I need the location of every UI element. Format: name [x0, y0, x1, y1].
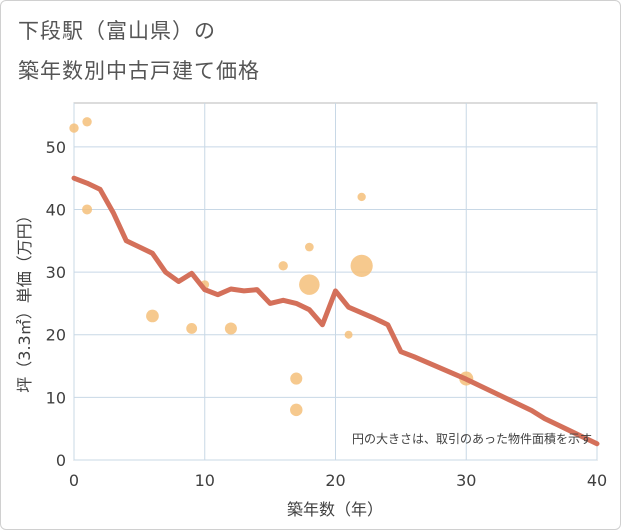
- y-tick-label: 0: [56, 451, 66, 470]
- x-axis-label: 築年数（年）: [287, 500, 383, 519]
- bubble-point: [82, 117, 92, 127]
- x-axis-ticks: 0 10 20 30 40: [69, 471, 607, 490]
- size-annotation: 円の大きさは、取引のあった物件面積を示す: [352, 431, 592, 446]
- bubble-point: [69, 123, 79, 133]
- chart-title-line1: 下段駅（富山県）の: [18, 19, 216, 43]
- y-tick-label: 40: [46, 200, 66, 219]
- bubble-point: [224, 322, 237, 335]
- bubble-point: [304, 242, 314, 252]
- x-tick-label: 0: [69, 471, 79, 490]
- y-tick-label: 30: [46, 263, 66, 282]
- bubble-point: [344, 330, 353, 339]
- bubble-point: [146, 309, 159, 323]
- x-tick-label: 30: [456, 471, 476, 490]
- x-tick-label: 40: [587, 471, 607, 490]
- bubbles: [69, 117, 474, 417]
- bubble-point: [290, 372, 303, 385]
- y-tick-label: 10: [46, 388, 66, 407]
- y-tick-label: 20: [46, 326, 66, 345]
- bubble-point: [186, 323, 198, 334]
- bubble-point: [290, 403, 303, 417]
- y-axis-ticks: 0 10 20 30 40 50: [46, 138, 66, 470]
- trend-line-group: [71, 175, 600, 447]
- y-tick-label: 50: [46, 138, 66, 157]
- bubble-point: [350, 254, 373, 277]
- chart-title-line2: 築年数別中古戸建て価格: [18, 59, 260, 83]
- bubble-point: [278, 261, 288, 271]
- x-tick-label: 20: [325, 471, 345, 490]
- bubble-point: [357, 192, 366, 202]
- bubble-point: [299, 274, 320, 295]
- trend-line: [71, 175, 600, 447]
- y-axis-label: 坪（3.3㎡）単価（万円）: [15, 207, 34, 392]
- x-tick-label: 10: [195, 471, 215, 490]
- bubble-point: [82, 204, 93, 215]
